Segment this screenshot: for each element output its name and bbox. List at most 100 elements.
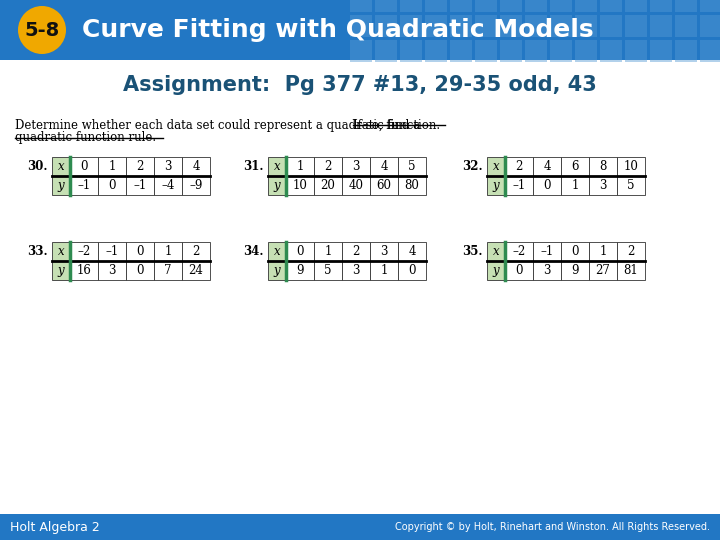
Bar [700, 0, 720, 12]
Bar [500, 0, 522, 12]
Text: 0: 0 [544, 179, 551, 192]
Bar [533, 242, 561, 261]
Text: x: x [492, 160, 499, 173]
Bar [370, 176, 398, 195]
Text: 0: 0 [108, 179, 116, 192]
Bar [487, 261, 505, 280]
Text: 1: 1 [380, 264, 387, 277]
Bar [154, 157, 182, 176]
Text: 27: 27 [595, 264, 611, 277]
Text: 4: 4 [380, 160, 388, 173]
Text: 3: 3 [108, 264, 116, 277]
Bar [314, 261, 342, 280]
Bar [505, 242, 533, 261]
Bar [561, 261, 589, 280]
Text: 9: 9 [571, 264, 579, 277]
Text: 31.: 31. [243, 160, 264, 173]
Bar [700, 15, 720, 37]
Bar [600, 15, 622, 37]
Bar [487, 176, 505, 195]
Bar [398, 261, 426, 280]
Text: 1: 1 [571, 179, 579, 192]
Bar [154, 176, 182, 195]
Bar [314, 176, 342, 195]
Text: 0: 0 [571, 245, 579, 258]
Bar [561, 242, 589, 261]
Text: 5: 5 [324, 264, 332, 277]
Bar [675, 15, 697, 37]
Bar [268, 242, 286, 261]
Text: 2: 2 [136, 160, 144, 173]
Bar [617, 261, 645, 280]
Text: –4: –4 [161, 179, 175, 192]
Text: Assignment:  Pg 377 #13, 29-35 odd, 43: Assignment: Pg 377 #13, 29-35 odd, 43 [123, 75, 597, 95]
Bar [52, 261, 70, 280]
Bar [182, 261, 210, 280]
Bar [286, 242, 314, 261]
Text: –2: –2 [77, 245, 91, 258]
Bar [286, 261, 314, 280]
Bar [342, 157, 370, 176]
Text: 1: 1 [164, 245, 171, 258]
Text: 16: 16 [76, 264, 91, 277]
Bar [500, 15, 522, 37]
Text: 2: 2 [516, 160, 523, 173]
Bar [650, 0, 672, 12]
Text: –1: –1 [133, 179, 147, 192]
Bar [475, 40, 497, 62]
Text: –1: –1 [77, 179, 91, 192]
Text: Holt Algebra 2: Holt Algebra 2 [10, 521, 100, 534]
Text: Determine whether each data set could represent a quadratic function.: Determine whether each data set could re… [15, 118, 444, 132]
Bar [650, 40, 672, 62]
Text: y: y [58, 264, 64, 277]
Bar [314, 157, 342, 176]
Text: 3: 3 [544, 264, 551, 277]
Bar [675, 40, 697, 62]
Bar [154, 261, 182, 280]
Bar [286, 157, 314, 176]
Bar [70, 176, 98, 195]
Bar [126, 242, 154, 261]
Text: y: y [274, 179, 280, 192]
Text: 5-8: 5-8 [24, 21, 60, 39]
Bar [400, 40, 422, 62]
Text: 4: 4 [544, 160, 551, 173]
Bar [370, 261, 398, 280]
Text: 10: 10 [292, 179, 307, 192]
Bar [475, 15, 497, 37]
Bar [70, 242, 98, 261]
Bar [500, 40, 522, 62]
Bar [575, 15, 597, 37]
Bar [425, 15, 447, 37]
Bar [350, 15, 372, 37]
Text: 60: 60 [377, 179, 392, 192]
Text: If so, find a: If so, find a [353, 118, 420, 132]
Text: –1: –1 [513, 179, 526, 192]
Bar [589, 242, 617, 261]
Text: x: x [274, 160, 280, 173]
Bar [350, 40, 372, 62]
Bar [98, 242, 126, 261]
Text: 34.: 34. [243, 245, 264, 258]
Bar [561, 176, 589, 195]
Bar [398, 176, 426, 195]
Bar [98, 157, 126, 176]
Bar [375, 40, 397, 62]
Bar [617, 242, 645, 261]
Text: x: x [58, 245, 64, 258]
Bar [617, 176, 645, 195]
Bar [398, 157, 426, 176]
Bar [370, 157, 398, 176]
Bar [675, 0, 697, 12]
Text: 5: 5 [408, 160, 415, 173]
Bar [182, 176, 210, 195]
Bar [70, 261, 98, 280]
Bar [0, 514, 720, 540]
Bar [286, 176, 314, 195]
Text: 4: 4 [192, 160, 199, 173]
Text: 80: 80 [405, 179, 420, 192]
Text: x: x [274, 245, 280, 258]
Text: y: y [58, 179, 64, 192]
Text: 9: 9 [296, 264, 304, 277]
Bar [425, 0, 447, 12]
